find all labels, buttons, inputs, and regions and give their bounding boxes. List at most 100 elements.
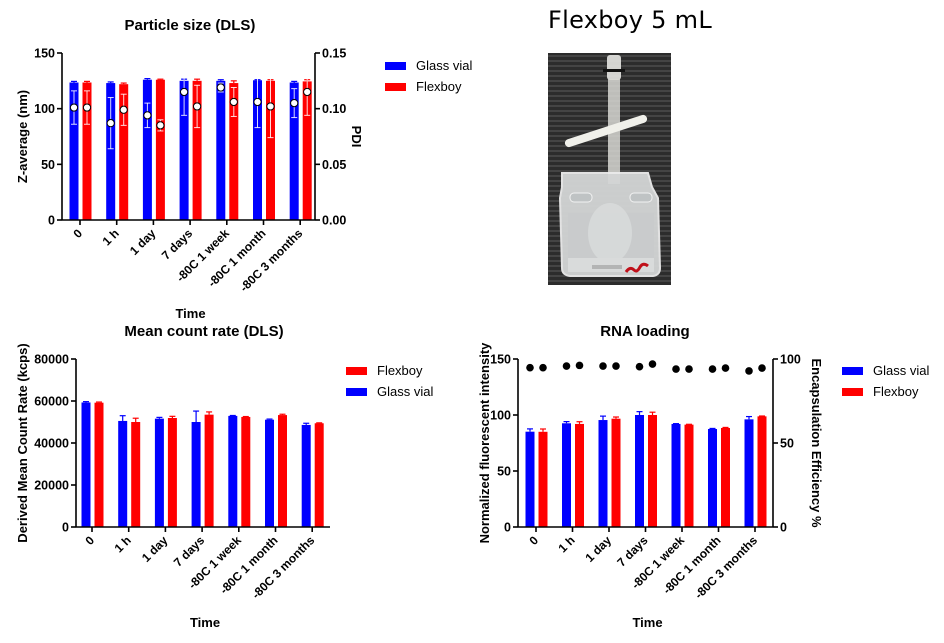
y2-tick-label: 50: [780, 437, 794, 451]
bar-glass-vial: [598, 420, 608, 527]
x-tick-label: 0: [70, 226, 85, 241]
bar-flexboy: [229, 83, 239, 220]
encapsulation-marker: [575, 361, 584, 370]
y-tick-label: 50: [41, 158, 55, 172]
x-axis-label: Time: [190, 615, 220, 630]
y-tick-label: 20000: [34, 479, 69, 493]
pdi-marker: [303, 87, 312, 97]
legend-particle-size: Glass vial Flexboy: [385, 55, 472, 97]
bar-flexboy: [684, 424, 694, 527]
encapsulation-marker: [758, 364, 766, 372]
encapsulation-marker: [539, 363, 547, 372]
chart-title: Mean count rate (DLS): [124, 323, 283, 340]
bar-flexboy: [192, 80, 202, 220]
legend-swatch-glass-vial: [842, 366, 863, 375]
flexboy-bag-photo: [548, 53, 671, 285]
x-tick-label: -80C 3 months: [692, 533, 761, 602]
y-tick-label: 0: [504, 521, 511, 535]
bar-flexboy: [538, 431, 548, 527]
pdi-marker: [229, 97, 238, 107]
y-tick-label: 80000: [34, 353, 69, 367]
bar-glass-vial: [228, 415, 238, 527]
encapsulation-marker: [708, 365, 717, 373]
legend-item: Glass vial: [346, 381, 433, 402]
chart-title: RNA loading: [600, 323, 689, 340]
x-axis-label: Time: [175, 306, 205, 321]
y2-axis-label: Encapsulation Efficiency %: [809, 358, 824, 527]
legend-label: Glass vial: [873, 363, 930, 378]
pdi-marker: [180, 87, 189, 97]
pdi-marker: [216, 83, 225, 92]
y-tick-label: 150: [34, 47, 55, 61]
y-axis-label: Z-average (nm): [15, 90, 30, 183]
bar-glass-vial: [216, 80, 226, 220]
bar-glass-vial: [265, 419, 274, 527]
bar-flexboy: [167, 418, 177, 527]
y2-tick-label: 0.05: [322, 158, 346, 172]
legend-swatch-flexboy: [346, 366, 367, 375]
pdi-marker: [143, 111, 152, 120]
bar-flexboy: [302, 81, 312, 220]
legend-label: Flexboy: [377, 363, 423, 378]
flexboy-bag-illustration: [548, 53, 671, 285]
x-tick-label: 1 day: [583, 533, 615, 565]
bar-glass-vial: [118, 420, 128, 527]
y-tick-label: 100: [34, 102, 55, 116]
pdi-marker: [290, 99, 299, 108]
encapsulation-marker: [612, 362, 620, 370]
encapsulation-marker: [672, 365, 680, 373]
bar-glass-vial: [301, 424, 311, 527]
pdi-marker: [106, 119, 115, 128]
bar-glass-vial: [191, 422, 201, 527]
encapsulation-marker: [599, 362, 607, 370]
legend-item: Flexboy: [346, 360, 433, 381]
legend-label: Flexboy: [416, 79, 462, 94]
x-tick-label: -80C 3 months: [249, 533, 318, 602]
x-tick-label: 1 day: [127, 226, 159, 258]
y2-tick-label: 0: [780, 521, 787, 535]
encapsulation-marker: [635, 362, 644, 371]
x-tick-label: 1 day: [139, 533, 171, 565]
bar-glass-vial: [708, 429, 717, 527]
bar-flexboy: [82, 82, 92, 221]
pdi-marker: [193, 102, 202, 111]
bar-glass-vial: [562, 423, 571, 527]
x-tick-label: 0: [82, 533, 97, 548]
legend-rna-loading: Glass vial Flexboy: [842, 360, 929, 402]
bar-glass-vial: [69, 82, 79, 221]
bar-glass-vial: [253, 80, 262, 220]
y-axis-label: Derived Mean Count Rate (kcps): [15, 343, 30, 542]
chart-count-rate: Mean count rate (DLS) 0 20000 40000 60000 800…: [15, 323, 330, 630]
bar-glass-vial: [154, 418, 164, 527]
x-axis-label: Time: [632, 615, 662, 630]
bar-flexboy: [575, 423, 584, 527]
legend-swatch-flexboy: [385, 82, 406, 91]
pdi-marker: [253, 97, 262, 107]
encapsulation-marker: [562, 362, 571, 370]
y2-tick-label: 100: [780, 353, 801, 367]
y2-tick-label: 0.10: [322, 102, 346, 116]
bar-glass-vial: [525, 431, 535, 527]
encapsulation-marker: [685, 365, 693, 373]
photo-title: Flexboy 5 mL: [548, 6, 713, 34]
bar-flexboy: [119, 84, 129, 220]
bar-flexboy: [757, 416, 767, 527]
bar-flexboy: [266, 80, 275, 220]
encapsulation-marker: [648, 360, 657, 368]
encapsulation-marker: [745, 367, 753, 375]
bar-flexboy: [241, 416, 251, 527]
y-tick-label: 150: [490, 353, 511, 367]
y2-axis-label: PDI: [349, 126, 364, 148]
pdi-marker: [266, 102, 275, 111]
encapsulation-marker: [526, 363, 534, 372]
bar-glass-vial: [106, 83, 116, 220]
x-tick-label: 1 h: [555, 533, 577, 555]
y2-tick-label: 0.15: [322, 47, 346, 61]
bar-glass-vial: [179, 80, 189, 220]
bar-glass-vial: [289, 82, 299, 221]
y-tick-label: 50: [497, 465, 511, 479]
bar-glass-vial: [744, 419, 754, 527]
legend-swatch-flexboy: [842, 387, 863, 396]
